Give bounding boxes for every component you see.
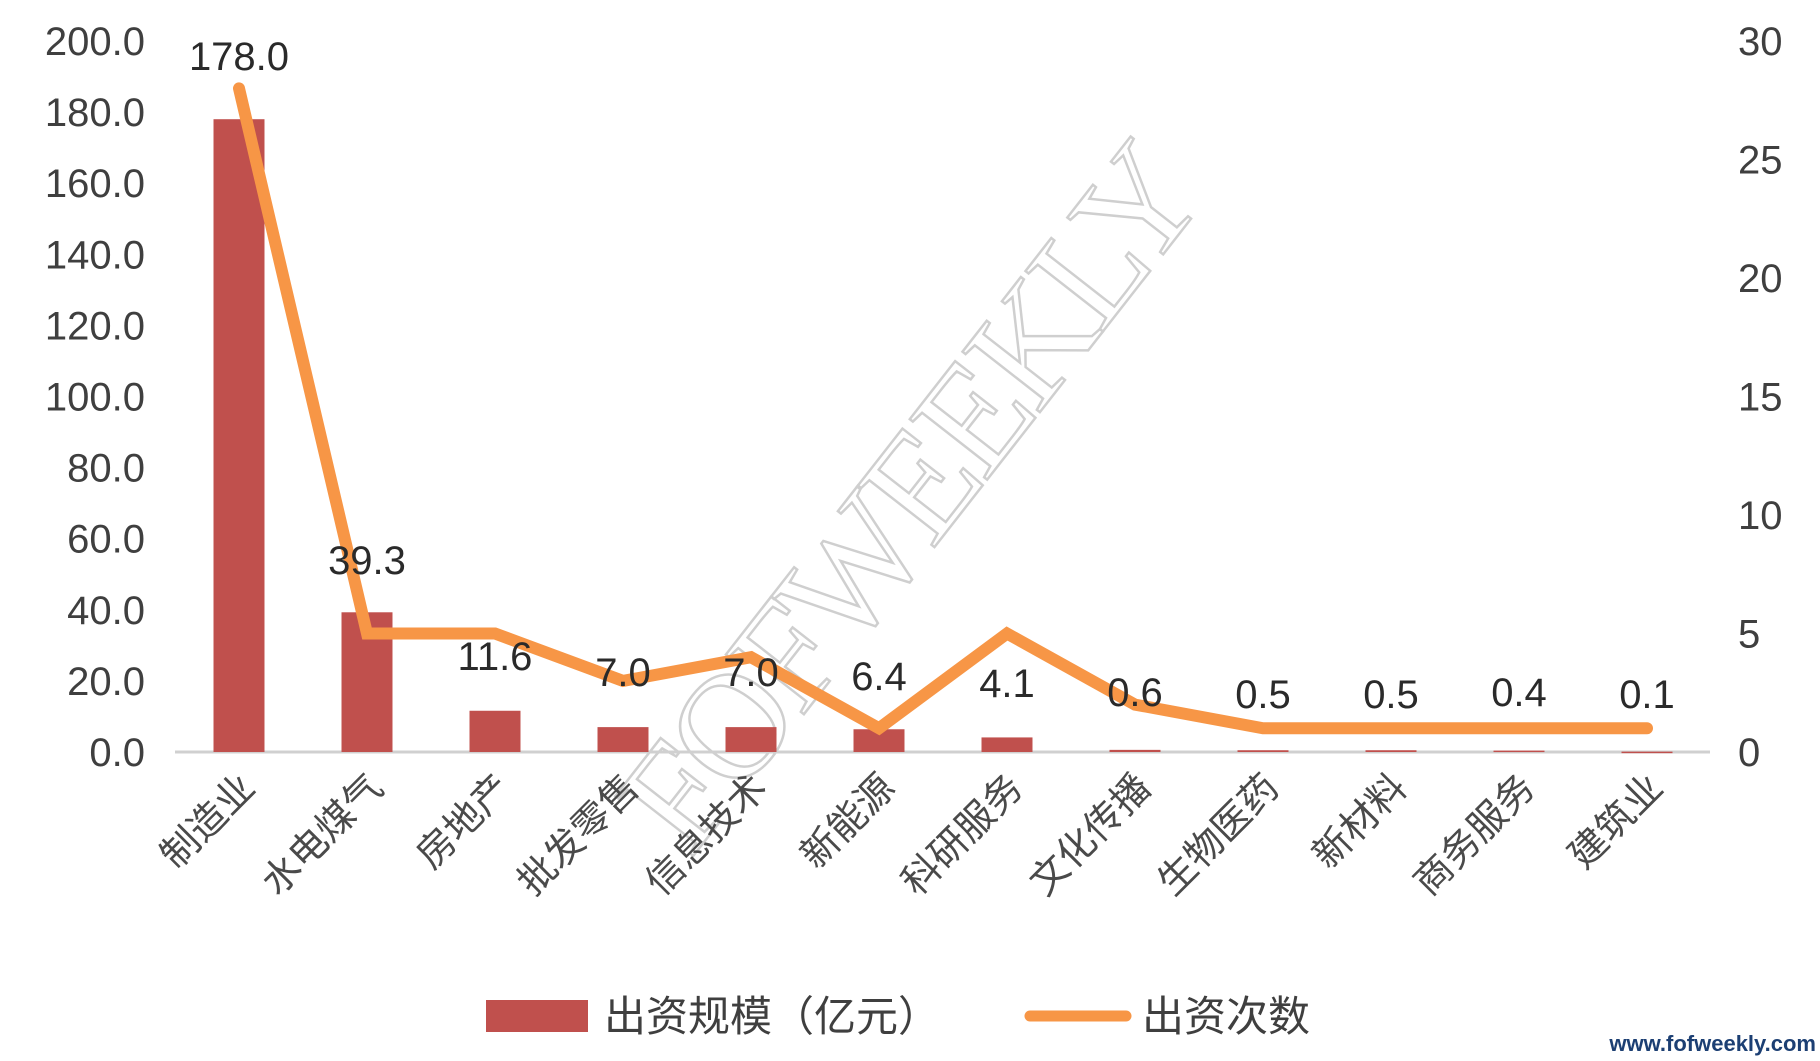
bar-value-label: 0.4 [1491,671,1547,715]
bar [1621,751,1673,754]
bar-value-label: 7.0 [723,651,779,695]
right-axis-tick: 15 [1738,376,1783,420]
bar [725,727,777,752]
data-labels: 178.0 39.3 11.6 7.0 7.0 6.4 4.1 0.6 0.5 0.5 0.4 0.1 [189,35,1675,717]
site-url: www.fofweekly.com [1609,1031,1816,1056]
category-label: 批发零售 [509,765,648,904]
category-label: 生物医药 [1149,765,1288,904]
left-axis-tick: 60.0 [67,518,145,562]
left-axis-tick: 40.0 [67,589,145,633]
left-axis-tick: 80.0 [67,447,145,491]
bar-value-label: 6.4 [851,655,907,699]
bar [213,119,265,752]
bar-value-label: 4.1 [979,662,1035,706]
bar [469,710,521,752]
right-axis: 0 5 10 15 20 25 30 [1738,20,1783,775]
legend: 出资规模（亿元） 出资次数 [486,992,1310,1041]
left-axis-tick: 180.0 [45,91,145,135]
right-axis-tick: 20 [1738,257,1783,301]
left-axis-tick: 0.0 [89,731,145,775]
bar [1365,750,1417,752]
bar-value-label: 11.6 [458,635,533,679]
bar-value-label: 178.0 [189,35,289,79]
category-label: 商务服务 [1405,765,1544,904]
left-axis-tick: 200.0 [45,20,145,64]
legend-bar-swatch [486,1000,588,1032]
line-series [233,82,1653,736]
bar [1109,749,1161,752]
watermark: FOFWEEKLY [584,113,1236,881]
bar [1237,750,1289,752]
left-axis: 0.0 20.0 40.0 60.0 80.0 100.0 120.0 140.0 160.0 1… [45,20,145,775]
category-label: 制造业 [152,765,264,877]
line-path [233,82,1653,736]
right-axis-tick: 10 [1738,494,1783,538]
left-axis-tick: 120.0 [45,304,145,348]
bar [981,737,1033,752]
category-label: 建筑业 [1560,765,1672,877]
bar-value-label: 7.0 [595,651,651,695]
right-axis-tick: 25 [1738,139,1783,183]
category-label: 房地产 [408,765,520,877]
category-label: 科研服务 [893,765,1032,904]
bar [1493,750,1545,753]
bar [853,729,905,752]
right-axis-tick: 30 [1738,20,1783,64]
left-axis-tick: 100.0 [45,376,145,420]
category-label: 文化传播 [1021,765,1160,904]
bar-value-label: 0.1 [1619,673,1675,717]
left-axis-tick: 20.0 [67,660,145,704]
left-axis-tick: 160.0 [45,162,145,206]
bar-value-label: 0.6 [1107,671,1163,715]
legend-bar-label: 出资规模（亿元） [604,992,940,1041]
category-label: 新材料 [1304,765,1416,877]
left-axis-tick: 140.0 [45,233,145,277]
bar-value-label: 0.5 [1363,673,1419,717]
right-axis-tick: 0 [1738,731,1760,775]
category-label: 新能源 [792,765,904,877]
bar-value-label: 39.3 [328,539,406,583]
watermark-text: FOFWEEKLY [585,115,1234,881]
category-label: 水电煤气 [253,765,392,904]
bar-value-label: 0.5 [1235,673,1291,717]
right-axis-tick: 5 [1738,613,1760,657]
legend-line-label: 出资次数 [1142,992,1310,1041]
bar [597,727,649,752]
